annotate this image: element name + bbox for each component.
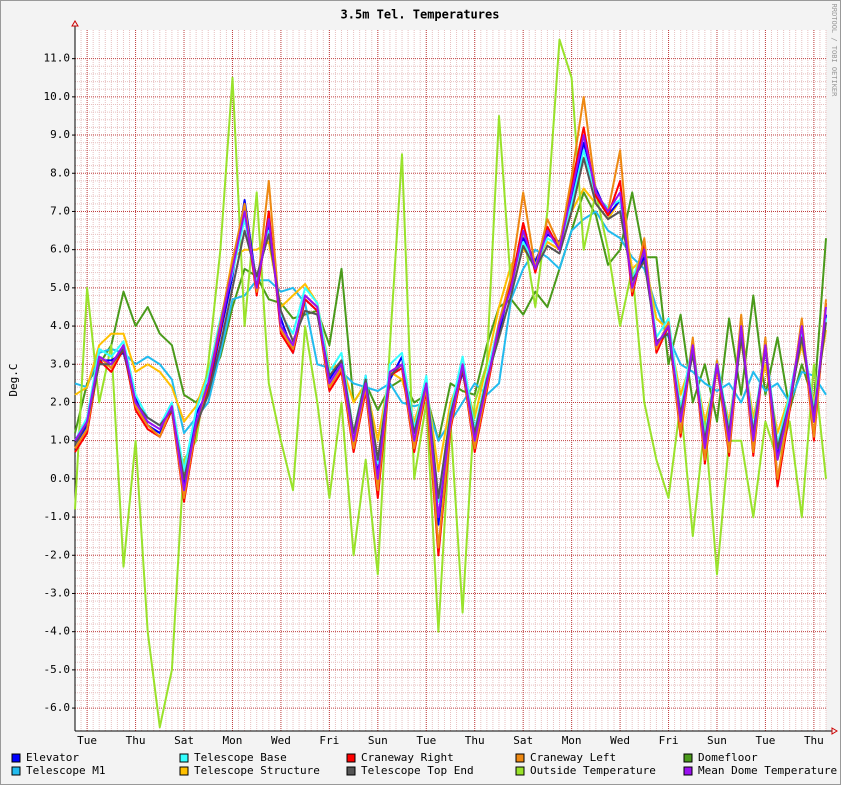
y-tick-label: 0.0 [50, 472, 70, 485]
y-tick-label: 7.0 [50, 204, 70, 217]
y-tick-label: 8.0 [50, 166, 70, 179]
y-tick-label: 2.0 [50, 395, 70, 408]
y-tick-label: -2.0 [44, 548, 71, 561]
x-tick-label: Fri [659, 734, 679, 747]
legend-swatch [346, 753, 356, 763]
axis-arrow [831, 727, 838, 735]
y-tick-label: 4.0 [50, 319, 70, 332]
y-tick-label: 6.0 [50, 243, 70, 256]
x-tick-label: Wed [271, 734, 291, 747]
x-tick-label: Thu [126, 734, 146, 747]
x-tick-label: Tue [77, 734, 97, 747]
y-tick-label: -6.0 [44, 701, 71, 714]
y-tick-label: -1.0 [44, 510, 71, 523]
legend-swatch [11, 753, 21, 763]
x-tick-label: Sat [174, 734, 194, 747]
x-tick-label: Sun [707, 734, 727, 747]
x-tick-label: Sat [513, 734, 533, 747]
legend-swatch [346, 766, 356, 776]
legend-label: Craneway Right [361, 751, 454, 764]
y-tick-label: -3.0 [44, 586, 71, 599]
legend-label: Outside Temperature [530, 764, 656, 777]
legend-label: Elevator [26, 751, 79, 764]
x-tick-label: Sun [368, 734, 388, 747]
y-tick-label: 5.0 [50, 281, 70, 294]
series-line [74, 134, 827, 519]
legend-label: Domefloor [698, 751, 758, 764]
legend-swatch [683, 766, 693, 776]
legend-label: Telescope Base [194, 751, 287, 764]
watermark: RRDTOOL / TOBI OETIKER [830, 4, 838, 98]
y-tick-label: 11.0 [44, 52, 71, 65]
legend-label: Telescope Top End [361, 764, 474, 777]
legend-swatch [179, 753, 189, 763]
legend-swatch [11, 766, 21, 776]
y-tick-label: 10.0 [44, 90, 71, 103]
x-tick-label: Mon [562, 734, 582, 747]
x-tick-label: Wed [610, 734, 630, 747]
x-tick-label: Tue [755, 734, 775, 747]
legend-swatch [179, 766, 189, 776]
x-tick-label: Fri [319, 734, 339, 747]
x-tick-label: Thu [465, 734, 485, 747]
legend-label: Telescope M1 [26, 764, 105, 777]
y-tick-label: -4.0 [44, 625, 71, 638]
chart-title: 3.5m Tel. Temperatures [341, 8, 500, 22]
x-tick-label: Thu [804, 734, 824, 747]
y-tick-label: 9.0 [50, 128, 70, 141]
legend-swatch [515, 753, 525, 763]
x-tick-label: Tue [416, 734, 436, 747]
y-tick-label: 3.0 [50, 357, 70, 370]
legend-swatch [515, 766, 525, 776]
y-tick-label: 1.0 [50, 434, 70, 447]
legend-label: Craneway Left [530, 751, 616, 764]
x-tick-label: Mon [223, 734, 243, 747]
y-tick-label: -5.0 [44, 663, 71, 676]
axis-arrow [71, 20, 79, 27]
legend-label: Telescope Structure [194, 764, 320, 777]
y-axis-label: Deg.C [7, 363, 20, 396]
legend-swatch [683, 753, 693, 763]
legend-label: Mean Dome Temperature [698, 764, 837, 777]
